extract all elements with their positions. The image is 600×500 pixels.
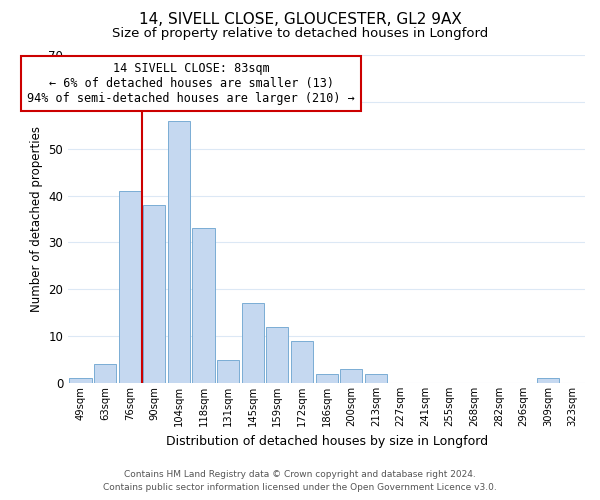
Text: 14, SIVELL CLOSE, GLOUCESTER, GL2 9AX: 14, SIVELL CLOSE, GLOUCESTER, GL2 9AX [139,12,461,28]
Text: Contains HM Land Registry data © Crown copyright and database right 2024.
Contai: Contains HM Land Registry data © Crown c… [103,470,497,492]
Bar [217,360,239,383]
Bar [70,378,92,383]
Bar [340,369,362,383]
Bar [242,304,264,383]
Bar [168,120,190,383]
Bar [94,364,116,383]
Bar [291,341,313,383]
Text: 14 SIVELL CLOSE: 83sqm
← 6% of detached houses are smaller (13)
94% of semi-deta: 14 SIVELL CLOSE: 83sqm ← 6% of detached … [28,62,355,104]
Bar [143,205,166,383]
Bar [266,327,289,383]
X-axis label: Distribution of detached houses by size in Longford: Distribution of detached houses by size … [166,434,488,448]
Text: Size of property relative to detached houses in Longford: Size of property relative to detached ho… [112,28,488,40]
Bar [193,228,215,383]
Bar [365,374,387,383]
Bar [537,378,559,383]
Y-axis label: Number of detached properties: Number of detached properties [30,126,43,312]
Bar [119,191,141,383]
Bar [316,374,338,383]
